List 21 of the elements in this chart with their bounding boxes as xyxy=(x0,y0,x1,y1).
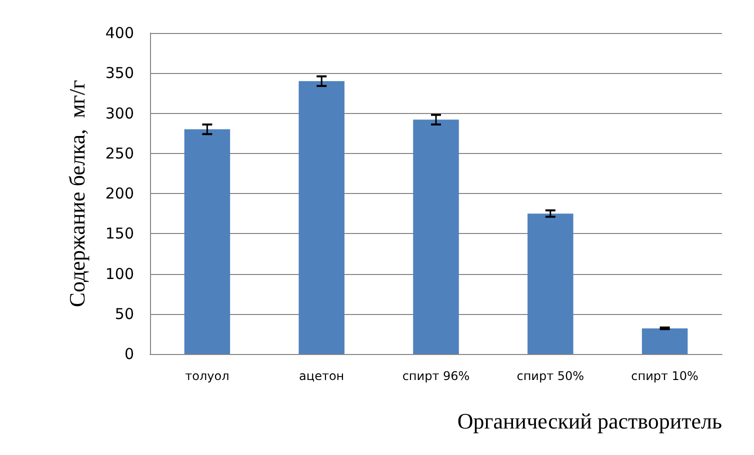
y-tick-label: 50 xyxy=(114,304,134,323)
y-tick-label: 200 xyxy=(105,184,134,202)
x-tick-label: толуол xyxy=(185,369,230,383)
x-tick-label: спирт 10% xyxy=(631,369,698,383)
y-tick-label: 350 xyxy=(105,64,134,82)
bar xyxy=(413,120,459,354)
x-tick-label: ацетон xyxy=(299,369,344,383)
bar xyxy=(184,129,230,354)
bar xyxy=(298,81,344,354)
y-tick-label: 250 xyxy=(105,144,134,162)
y-tick-label: 100 xyxy=(105,264,134,283)
y-tick-label: 400 xyxy=(105,24,134,42)
bar xyxy=(528,214,574,354)
x-tick-label: спирт 50% xyxy=(516,369,584,383)
x-axis-title: Органический растворитель xyxy=(457,408,722,434)
y-tick-label: 0 xyxy=(124,345,134,363)
x-tick-label: спирт 96% xyxy=(402,369,470,383)
bar xyxy=(642,328,688,354)
y-axis-title: Содержание белка, мг/г xyxy=(64,80,90,308)
y-tick-label: 300 xyxy=(105,104,134,122)
y-tick-label: 150 xyxy=(105,224,134,243)
